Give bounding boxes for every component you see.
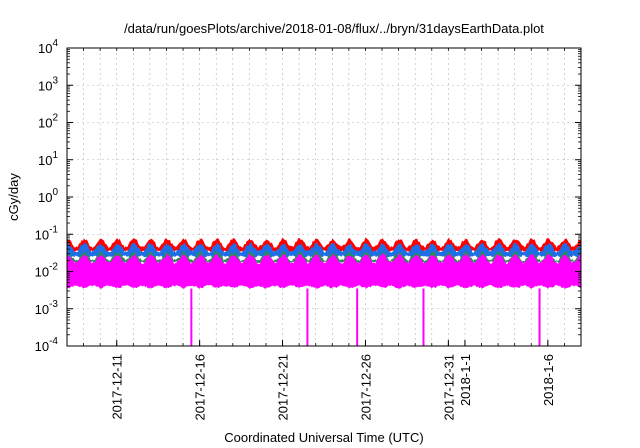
y-axis-label: cGy/day: [6, 173, 21, 221]
axes: 10-410-310-210-11001011021031042017-12-1…: [35, 38, 581, 421]
x-tick-label: 2018-1-6: [541, 354, 556, 406]
x-tick-label: 2017-12-26: [358, 354, 373, 421]
x-tick-label: 2017-12-21: [276, 354, 291, 421]
plot-frame: [66, 47, 582, 347]
x-axis-label: Coordinated Universal Time (UTC): [224, 430, 423, 445]
x-tick-label: 2018-1-1: [458, 354, 473, 406]
x-tick-label: 2017-12-31: [441, 354, 456, 421]
x-tick-label: 2017-12-16: [193, 354, 208, 421]
x-tick-label: 2017-12-11: [110, 354, 125, 420]
chart-title: /data/run/goesPlots/archive/2018-01-08/f…: [124, 21, 544, 36]
